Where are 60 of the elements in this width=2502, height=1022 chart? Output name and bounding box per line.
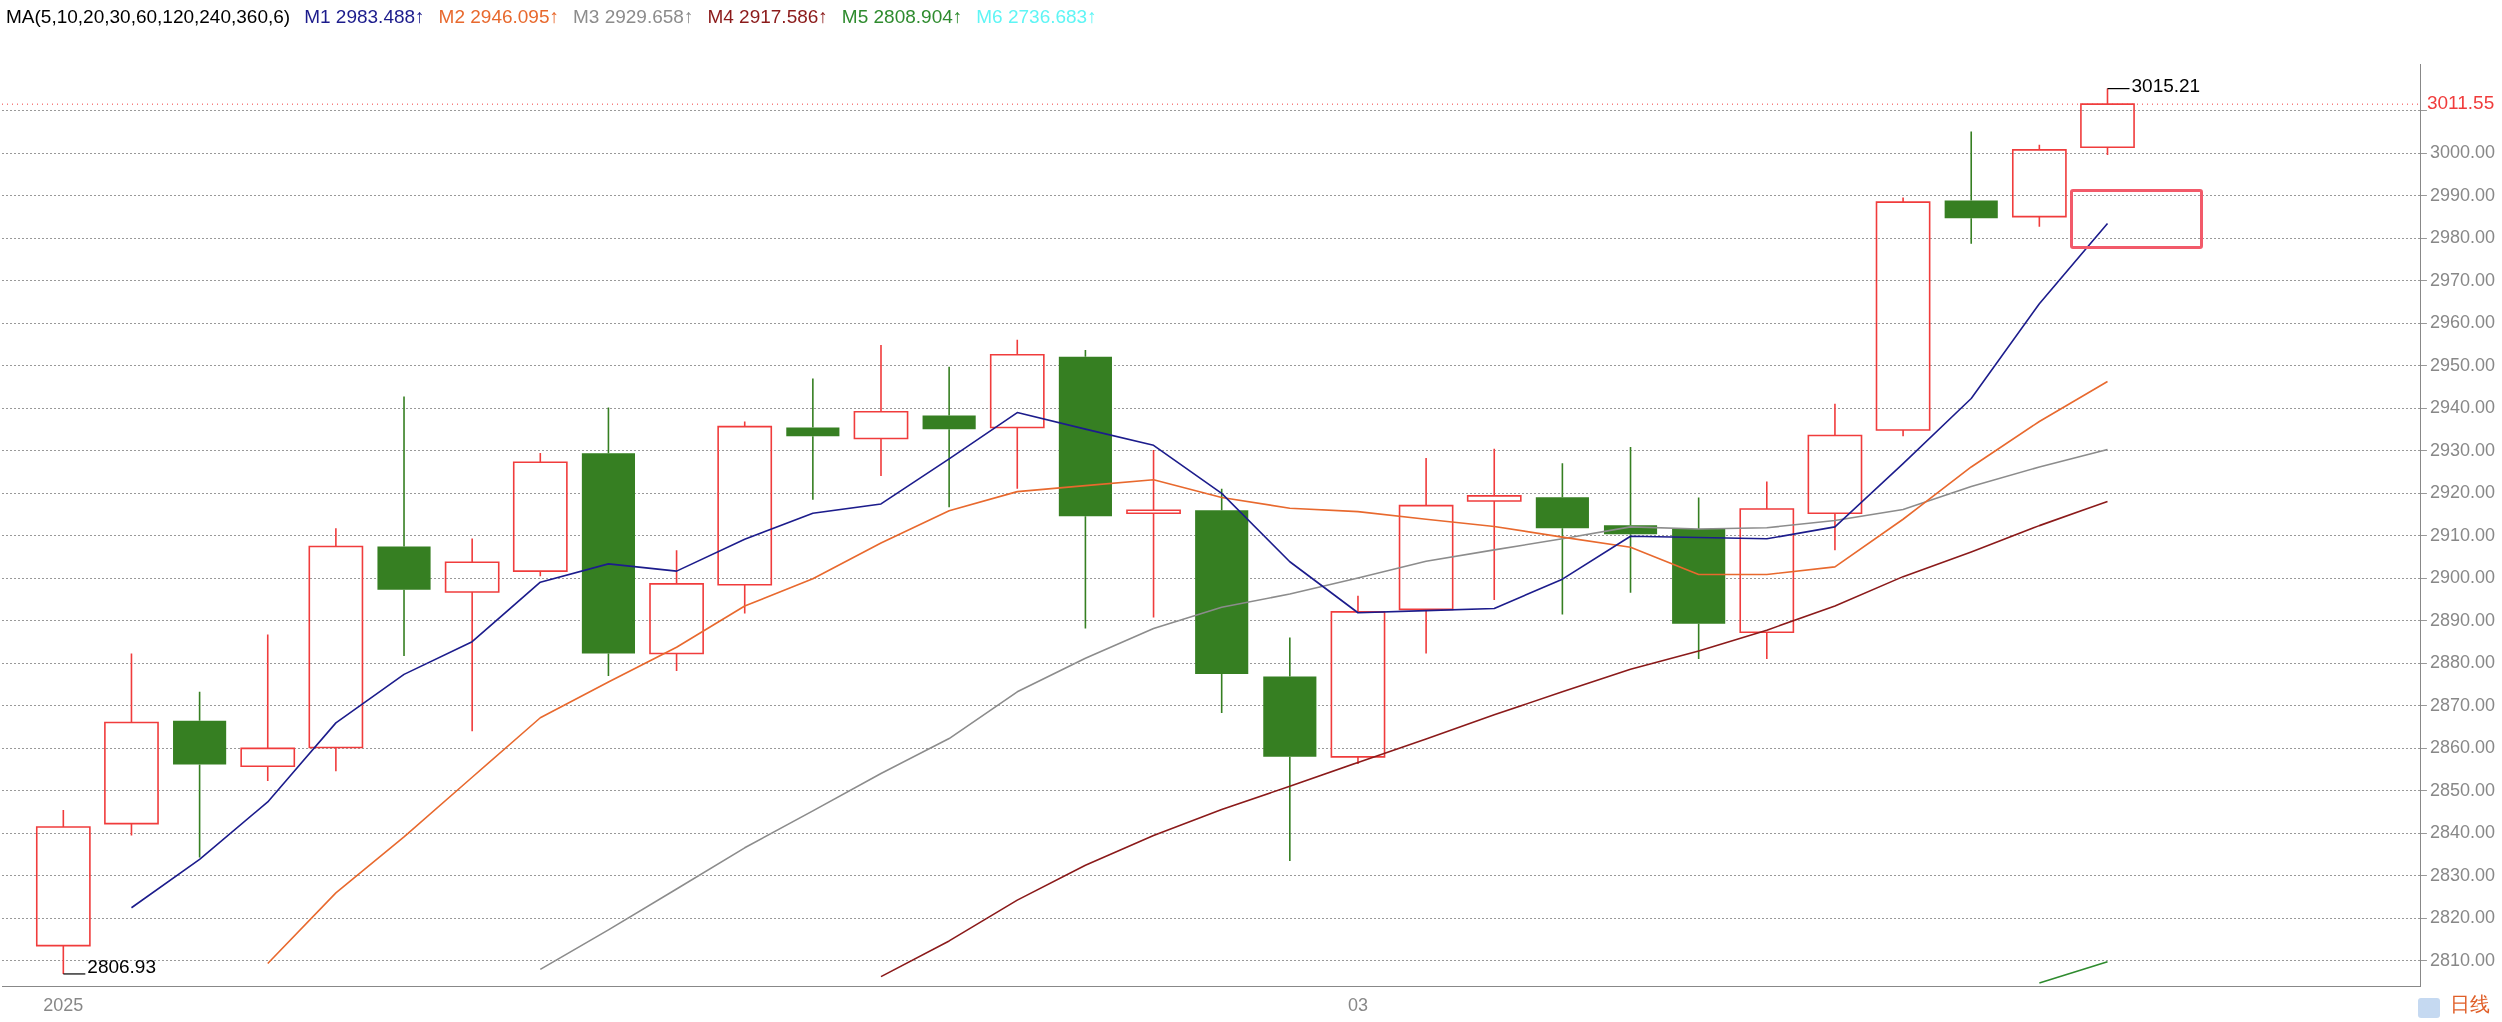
y-tick-label: 2840.00	[2429, 822, 2496, 843]
candlestick	[1739, 480, 1795, 660]
candlestick	[717, 420, 773, 615]
legend-title: MA(5,10,20,30,60,120,240,360,6)	[6, 6, 291, 27]
y-tick-label: 2920.00	[2429, 482, 2496, 503]
y-tick-label: 3000.00	[2429, 142, 2496, 163]
candlestick	[104, 652, 159, 837]
candlestick	[1398, 457, 1454, 655]
text: M4 2917.586↑	[707, 6, 828, 27]
x-tick-label: 2025	[43, 995, 84, 1016]
text: M3 2929.658↑	[573, 6, 694, 27]
y-tick-label: 2990.00	[2429, 184, 2496, 205]
candlestick	[1944, 130, 1998, 245]
candlestick	[649, 549, 704, 672]
annotation: 3015.21	[2131, 74, 2201, 96]
candlestick	[989, 339, 1045, 490]
y-tick-label: 2980.00	[2429, 227, 2496, 248]
y-tick-label: 2890.00	[2429, 609, 2496, 630]
candlestick	[922, 365, 976, 509]
y-tick-label: 2940.00	[2429, 397, 2496, 418]
y-tick-label: 2870.00	[2429, 694, 2496, 715]
candlestick	[240, 633, 296, 782]
candlestick	[1058, 349, 1112, 630]
y-tick-label: 2910.00	[2429, 524, 2496, 545]
text: M5 2808.904↑	[841, 6, 963, 27]
candlestick	[786, 377, 840, 501]
text: M2 2946.095↑	[438, 6, 559, 27]
candlestick	[173, 691, 227, 859]
y-tick-label: 2810.00	[2429, 949, 2496, 970]
y-tick-label: 2950.00	[2429, 354, 2496, 375]
candlestick	[1126, 449, 1181, 619]
x-tick-label: 03	[1347, 995, 1368, 1016]
text: 日线	[2450, 992, 2490, 1017]
y-tick-label: 2900.00	[2429, 567, 2496, 588]
candlestick	[1263, 636, 1317, 862]
candlestick	[853, 344, 909, 477]
annotation: 2806.93	[87, 956, 157, 978]
candlestick	[1195, 487, 1249, 714]
y-tick-label: 2860.00	[2429, 737, 2496, 758]
y-tick-label: 2830.00	[2429, 864, 2496, 885]
y-tick-label: 2880.00	[2429, 652, 2496, 673]
candlestick	[581, 406, 636, 677]
candlestick	[377, 395, 431, 657]
candlestick	[1807, 402, 1863, 552]
candlestick	[308, 527, 364, 773]
y-tick-label: 2930.00	[2429, 439, 2496, 460]
y-tick-label: 2820.00	[2429, 907, 2496, 928]
candlestick	[1330, 594, 1386, 765]
legend-label: M6 2736.683↑	[976, 6, 1097, 27]
candlestick	[1672, 496, 1726, 660]
y-tick-label: 2970.00	[2429, 269, 2496, 290]
ref-line-label: 3011.55	[2426, 92, 2495, 114]
candlestick	[1466, 447, 1522, 601]
y-tick-label: 2960.00	[2429, 312, 2496, 333]
candlestick	[444, 537, 500, 733]
y-tick-label: 2850.00	[2429, 779, 2496, 800]
text: M1 2983.488↑	[304, 6, 425, 27]
candlestick	[1535, 462, 1589, 616]
candlestick	[1875, 196, 1931, 438]
candlestick	[512, 452, 568, 578]
